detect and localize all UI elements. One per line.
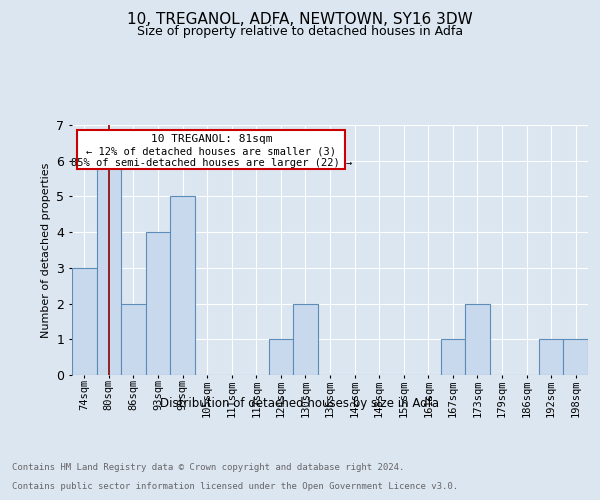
Bar — [563, 340, 588, 375]
Bar — [170, 196, 195, 375]
Text: Contains public sector information licensed under the Open Government Licence v3: Contains public sector information licen… — [12, 482, 458, 491]
Bar — [121, 304, 146, 375]
Text: ← 12% of detached houses are smaller (3): ← 12% of detached houses are smaller (3) — [86, 146, 337, 156]
Bar — [269, 340, 293, 375]
Bar — [72, 268, 97, 375]
FancyBboxPatch shape — [77, 130, 346, 169]
Bar — [440, 340, 465, 375]
Text: 10 TREGANOL: 81sqm: 10 TREGANOL: 81sqm — [151, 134, 272, 143]
Text: Contains HM Land Registry data © Crown copyright and database right 2024.: Contains HM Land Registry data © Crown c… — [12, 464, 404, 472]
Bar — [146, 232, 170, 375]
Text: 10, TREGANOL, ADFA, NEWTOWN, SY16 3DW: 10, TREGANOL, ADFA, NEWTOWN, SY16 3DW — [127, 12, 473, 28]
Bar — [97, 160, 121, 375]
Text: Size of property relative to detached houses in Adfa: Size of property relative to detached ho… — [137, 25, 463, 38]
Bar — [293, 304, 318, 375]
Text: Distribution of detached houses by size in Adfa: Distribution of detached houses by size … — [161, 398, 439, 410]
Text: 85% of semi-detached houses are larger (22) →: 85% of semi-detached houses are larger (… — [71, 158, 352, 168]
Bar — [539, 340, 563, 375]
Y-axis label: Number of detached properties: Number of detached properties — [41, 162, 51, 338]
Bar — [465, 304, 490, 375]
